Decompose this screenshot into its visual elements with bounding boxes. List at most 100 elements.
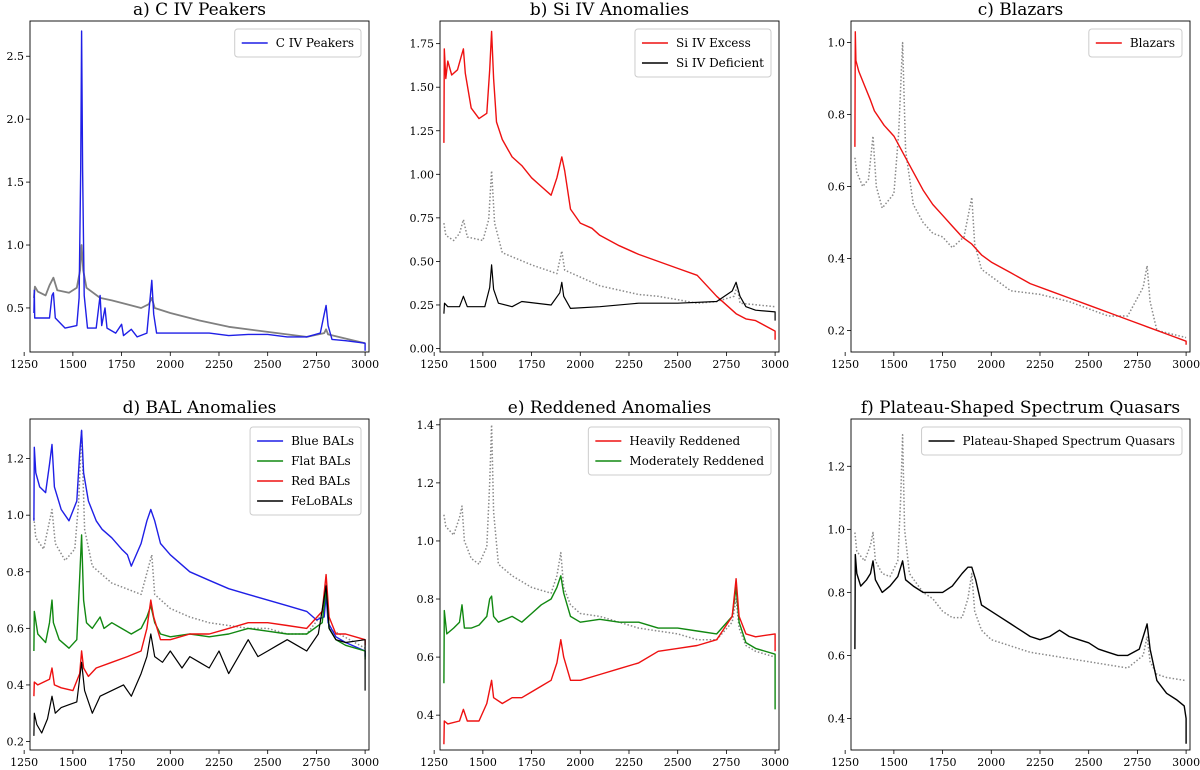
x-tick-label: 2000 [156,756,184,769]
panel-d: d) BAL Anomalies 1250 1500 1750 2000 2250 2500… [7,398,380,769]
y-tick-label: 1.50 [410,81,435,94]
series-line-composite [854,434,1187,682]
legend-label-blue-bals: Blue BALs [291,434,354,448]
series-line-flat-bals [33,534,366,660]
x-tick-label: 2000 [156,358,184,371]
legend-label-flat-bals: Flat BALs [291,454,351,468]
panel-e-legend: Heavily Reddened Moderately Reddened [587,426,772,476]
x-tick-label: 1750 [518,358,546,371]
panel-c-title: c) Blazars [978,0,1064,20]
x-tick-label: 1250 [831,358,859,371]
x-tick-label: 2750 [1123,756,1151,769]
x-tick-label: 2250 [1026,358,1054,371]
series-line-plateau-shaped-spectrum-quasars [854,553,1187,744]
y-tick-label: 1.0 [417,535,435,548]
panel-a-series-group [33,30,366,351]
x-tick-label: 2250 [205,358,233,371]
x-tick-label: 2500 [1075,358,1103,371]
series-line-si-iv-excess [443,30,776,340]
panel-b-title: b) Si IV Anomalies [530,0,689,20]
y-tick-label: 0.6 [828,649,846,662]
x-tick-label: 1250 [10,756,38,769]
panel-f: f) Plateau-Shaped Spectrum Quasars 1250 15… [828,398,1200,769]
y-tick-label: 0.4 [417,709,435,722]
panel-c-legend: Blazars [1088,28,1183,58]
panel-e-axes-frame [439,418,780,751]
y-tick-label: 1.2 [7,453,25,466]
panel-b-legend: Si IV Excess Si IV Deficient [634,28,772,78]
y-tick-label: 0.5 [7,302,25,315]
series-line-heavily-reddened [443,578,776,745]
panel-e-title: e) Reddened Anomalies [508,398,711,418]
panel-c-series-group [854,31,1187,345]
panel-d-series-group [33,429,366,736]
x-tick-label: 2500 [664,756,692,769]
series-line-blue-bals [33,429,366,657]
x-tick-label: 2500 [254,756,282,769]
panel-b-axes-frame [439,20,780,353]
x-tick-label: 2500 [254,358,282,371]
legend-label-felobals: FeLoBALs [291,494,353,508]
x-tick-label: 2000 [566,756,594,769]
x-tick-label: 3000 [1172,756,1200,769]
x-tick-label: 1750 [108,358,136,371]
x-tick-label: 2250 [615,756,643,769]
y-tick-label: 0.8 [828,109,846,122]
series-line-moderately-reddened [443,575,776,710]
legend-box [634,28,772,78]
series-line-composite [443,424,776,658]
y-tick-label: 1.0 [7,509,25,522]
y-tick-label: 0.6 [417,651,435,664]
legend-box [587,426,772,476]
y-tick-label: 0.4 [7,679,25,692]
panel-d-axes-frame [29,418,370,751]
x-tick-label: 2000 [566,358,594,371]
panel-e: e) Reddened Anomalies 1250 1500 1750 2000 225… [417,398,790,769]
x-tick-label: 1250 [420,358,448,371]
panel-f-legend: Plateau-Shaped Spectrum Quasars [921,426,1183,456]
series-line-felobals [33,585,366,736]
y-tick-label: 0.50 [410,255,435,268]
panel-a-title: a) C IV Peakers [133,0,266,20]
x-tick-label: 1250 [831,756,859,769]
legend-label-plateau-shaped-spectrum-quasars: Plateau-Shaped Spectrum Quasars [963,434,1175,448]
panel-f-title: f) Plateau-Shaped Spectrum Quasars [861,398,1180,418]
legend-label-blazars: Blazars [1130,36,1175,50]
x-tick-label: 3000 [761,756,789,769]
x-tick-label: 2250 [615,358,643,371]
panel-c: c) Blazars 1250 1500 1750 2000 2250 2500 2750 30… [828,0,1200,371]
x-tick-label: 1750 [518,756,546,769]
x-tick-label: 1500 [59,358,87,371]
x-tick-label: 2000 [977,358,1005,371]
y-tick-label: 1.0 [828,523,846,536]
panel-b-series-group [443,30,776,340]
y-tick-label: 1.4 [417,419,435,432]
legend-box [921,426,1183,456]
panel-a-axes-frame [29,20,370,353]
y-tick-label: 0.2 [7,736,25,749]
y-tick-label: 0.4 [828,712,846,725]
y-tick-label: 2.0 [7,113,25,126]
y-tick-label: 1.00 [410,168,435,181]
panel-f-axes-frame [850,418,1191,751]
x-tick-label: 1750 [108,756,136,769]
legend-box [234,28,362,58]
series-line-blazars [854,31,1187,345]
x-tick-label: 1750 [929,358,957,371]
x-tick-label: 1250 [420,756,448,769]
panel-d-title: d) BAL Anomalies [123,398,277,418]
legend-label-moderately-reddened: Moderately Reddened [629,454,764,468]
x-tick-label: 1500 [59,756,87,769]
x-tick-label: 3000 [1172,358,1200,371]
y-tick-label: 0.00 [410,343,435,356]
x-tick-label: 2750 [302,358,330,371]
y-tick-label: 1.25 [410,125,435,138]
panel-b: b) Si IV Anomalies 1250 1500 1750 2000 2250 25… [410,0,790,371]
y-tick-label: 1.2 [828,460,846,473]
legend-label-c-iv-peakers: C IV Peakers [276,36,354,50]
y-tick-label: 1.2 [417,477,435,490]
series-line-composite [854,41,1187,339]
legend-label-red-bals: Red BALs [291,474,350,488]
panel-e-series-group [443,424,776,745]
x-tick-label: 2750 [302,756,330,769]
